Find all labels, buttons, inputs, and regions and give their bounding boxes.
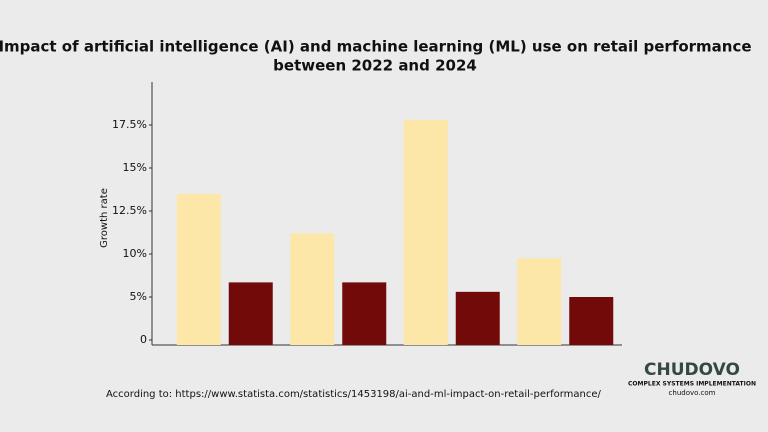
y-tick-label: 5% xyxy=(130,290,147,303)
y-tick-label: 0 xyxy=(140,333,147,346)
y-tick-label: 17.5% xyxy=(112,118,147,131)
brand-site: chudovo.com xyxy=(669,389,716,397)
y-tick-label: 15% xyxy=(123,161,147,174)
y-tick-label: 10% xyxy=(123,247,147,260)
bar xyxy=(569,297,614,345)
bar xyxy=(290,233,335,345)
bar xyxy=(176,193,221,345)
chart-title: Impact of artificial intelligence (AI) a… xyxy=(0,38,752,56)
brand-tagline: COMPLEX SYSTEMS IMPLEMENTATION xyxy=(628,381,756,388)
brand-name: CHUDOVO xyxy=(644,360,740,380)
bar xyxy=(403,119,448,345)
bar xyxy=(228,282,273,345)
bar xyxy=(517,258,562,345)
y-tick-label: 12.5% xyxy=(112,204,147,217)
chart-subtitle: between 2022 and 2024 xyxy=(273,57,477,75)
y-axis-label: Growth rate xyxy=(99,188,110,248)
source: According to: https://www.statista.com/s… xyxy=(106,389,602,400)
bar xyxy=(342,282,387,345)
bar xyxy=(455,291,500,345)
